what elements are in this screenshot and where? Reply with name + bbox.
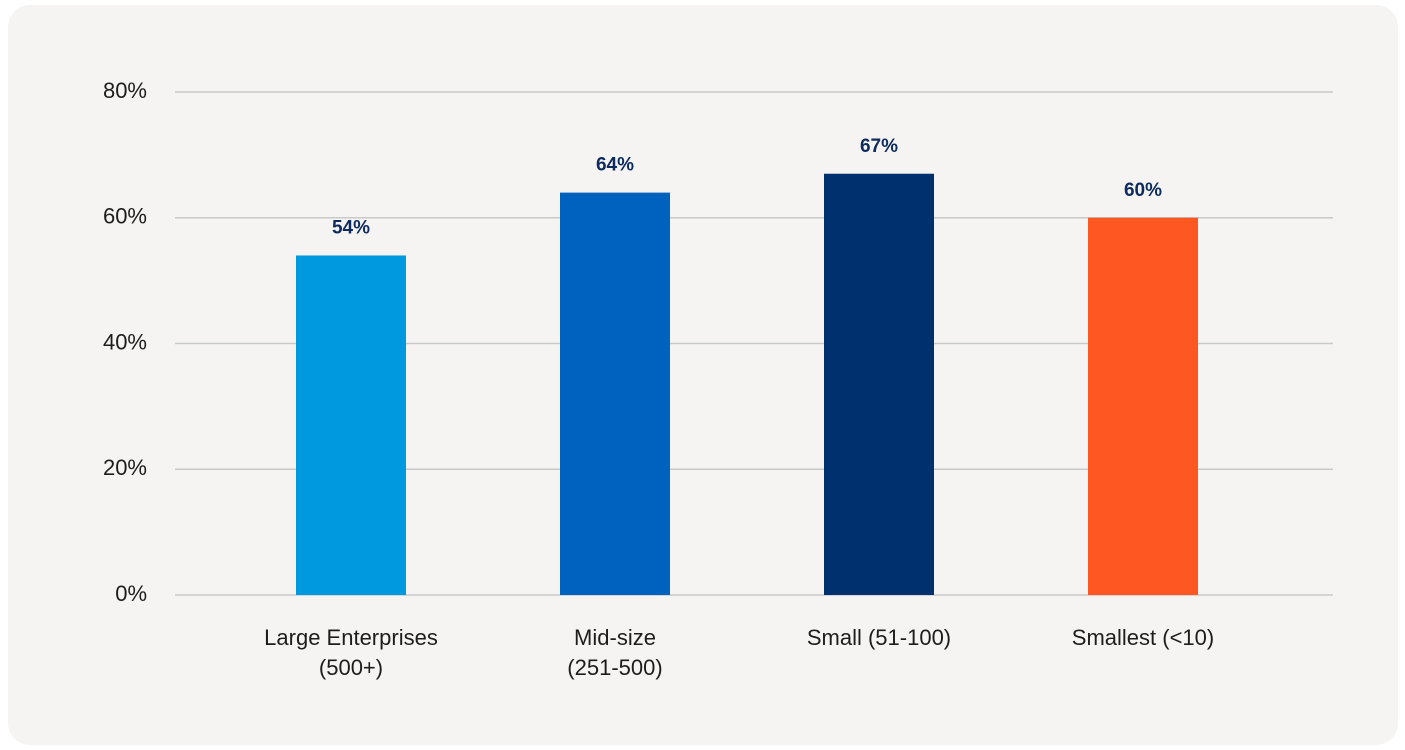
y-tick-label: 20%: [103, 455, 147, 480]
value-label: 64%: [596, 155, 634, 176]
x-tick-label: Smallest (<10): [1071, 625, 1215, 650]
x-tick-label: Small (51-100): [806, 625, 952, 650]
y-tick-label: 60%: [103, 204, 147, 229]
x-tick-label: Mid-size (251-500): [567, 625, 663, 680]
y-tick-label: 0%: [115, 581, 147, 606]
bar: [296, 255, 406, 595]
y-tick-label: 40%: [103, 329, 147, 354]
value-label: 67%: [860, 136, 898, 157]
x-tick-label: Large Enterprises (500+): [264, 625, 438, 680]
bar: [824, 173, 934, 596]
bar: [560, 192, 670, 595]
y-tick-label: 80%: [103, 78, 147, 103]
bar: [1088, 217, 1198, 595]
value-label: 54%: [332, 217, 370, 238]
value-label: 60%: [1124, 180, 1162, 201]
